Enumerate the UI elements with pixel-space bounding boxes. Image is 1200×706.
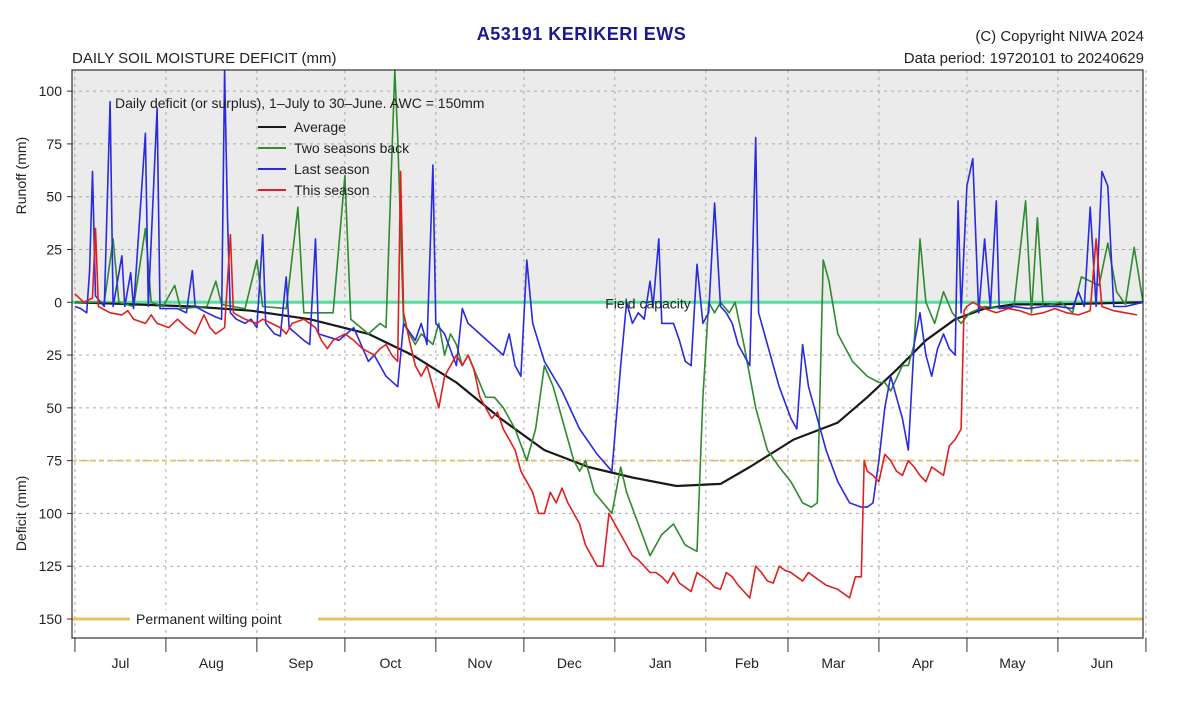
- chart-title: A53191 KERIKERI EWS: [476, 24, 687, 44]
- x-tick-label: Jul: [111, 655, 129, 671]
- chart-subtitle: DAILY SOIL MOISTURE DEFICIT (mm): [72, 50, 337, 67]
- y-tick-label: 50: [46, 189, 62, 205]
- wilting-label-bg: [130, 609, 318, 628]
- legend-label: Two seasons back: [294, 140, 410, 156]
- x-tick-label: Aug: [199, 655, 224, 671]
- y-axis-title-deficit: Deficit (mm): [13, 476, 29, 551]
- wilting-point-label: Permanent wilting point: [136, 611, 282, 627]
- y-tick-label: 100: [39, 505, 63, 521]
- y-tick-label: 0: [54, 294, 62, 310]
- y-tick-label: 75: [46, 453, 62, 469]
- copyright-notice: (C) Copyright NIWA 2024: [975, 28, 1144, 45]
- y-tick-label: 25: [46, 241, 62, 257]
- x-tick-label: Feb: [735, 655, 759, 671]
- y-tick-label: 125: [39, 558, 63, 574]
- plot-frame: [71, 69, 1144, 639]
- data-period: Data period: 19720101 to 20240629: [903, 50, 1144, 67]
- top-margin: [0, 0, 1200, 70]
- x-tick-label: Jan: [649, 655, 672, 671]
- x-tick-label: May: [999, 655, 1025, 671]
- y-axis-title-runoff: Runoff (mm): [13, 137, 29, 215]
- legend-label: This season: [294, 182, 369, 198]
- y-tick-label: 25: [46, 347, 62, 363]
- x-tick-label: Sep: [288, 655, 313, 671]
- series-line-this-season: [74, 170, 1138, 599]
- legend-label: Average: [294, 119, 346, 135]
- y-tick-label: 50: [46, 400, 62, 416]
- x-tick-label: Apr: [912, 655, 934, 671]
- field-capacity-label: Field capacity: [605, 295, 691, 311]
- x-tick-label: Mar: [821, 655, 845, 671]
- runoff-band: [72, 70, 1143, 303]
- x-tick-label: Nov: [467, 655, 492, 671]
- x-tick-label: Oct: [379, 655, 401, 671]
- y-tick-label: 75: [46, 136, 62, 152]
- x-tick-label: Jun: [1091, 655, 1114, 671]
- y-tick-label: 150: [39, 611, 63, 627]
- x-tick-label: Dec: [557, 655, 582, 671]
- legend-label: Last season: [294, 161, 370, 177]
- chart-note: Daily deficit (or surplus), 1–July to 30…: [115, 95, 484, 111]
- y-tick-label: 100: [39, 83, 63, 99]
- series-line-two-seasons-back: [74, 69, 1144, 557]
